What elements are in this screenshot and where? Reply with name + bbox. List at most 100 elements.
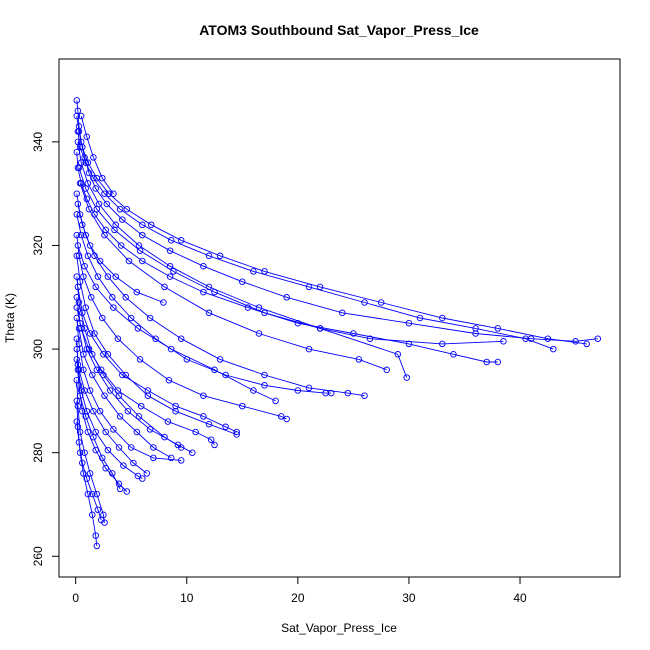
- data-point: [94, 273, 102, 280]
- data-point: [572, 338, 579, 345]
- data-point: [250, 387, 257, 394]
- data-point: [350, 330, 357, 337]
- data-point: [79, 221, 86, 229]
- data-point: [261, 309, 268, 317]
- data-point: [136, 247, 144, 254]
- data-point: [147, 221, 155, 229]
- data-point: [104, 273, 112, 280]
- data-point: [100, 351, 107, 358]
- data-point: [99, 454, 106, 462]
- data-point: [114, 387, 122, 394]
- series-line: [79, 183, 387, 371]
- data-point: [114, 335, 122, 342]
- data-point: [170, 268, 177, 275]
- data-point: [116, 205, 124, 213]
- series-3: [73, 148, 502, 366]
- series-6: [73, 231, 290, 423]
- series-line: [76, 235, 287, 420]
- data-point: [92, 185, 99, 192]
- data-point: [167, 345, 175, 353]
- data-point: [110, 304, 117, 311]
- data-point: [124, 407, 132, 415]
- data-point: [472, 325, 479, 332]
- data-point: [135, 413, 143, 420]
- y-tick-label: 300: [31, 339, 45, 359]
- data-point: [207, 436, 215, 443]
- data-point: [75, 325, 83, 332]
- data-point: [76, 392, 84, 399]
- series-18: [74, 283, 240, 436]
- data-point: [200, 392, 207, 399]
- data-point: [261, 371, 268, 379]
- series-25: [77, 112, 117, 197]
- data-point: [73, 397, 81, 405]
- data-point: [77, 112, 85, 120]
- data-point: [116, 485, 124, 493]
- data-point: [83, 133, 91, 140]
- data-point: [200, 413, 207, 420]
- data-point: [120, 462, 127, 469]
- series-line: [76, 421, 102, 521]
- data-point: [146, 314, 154, 322]
- data-point: [110, 426, 117, 433]
- data-point: [483, 358, 490, 366]
- series-17: [76, 180, 390, 374]
- data-point: [89, 371, 96, 379]
- data-point: [139, 475, 146, 482]
- data-point: [450, 351, 457, 358]
- data-point: [416, 314, 424, 322]
- data-point: [144, 387, 152, 394]
- data-point: [76, 180, 84, 187]
- data-point: [73, 314, 81, 322]
- data-point: [109, 294, 116, 301]
- data-point: [277, 413, 285, 420]
- data-point: [80, 273, 87, 280]
- data-point: [189, 449, 196, 456]
- data-point: [272, 397, 279, 405]
- data-point: [85, 345, 93, 353]
- data-point: [77, 325, 85, 332]
- series-5: [73, 211, 335, 397]
- data-point: [125, 257, 133, 265]
- data-point: [239, 278, 246, 285]
- data-point: [211, 288, 218, 296]
- data-point: [93, 542, 101, 550]
- x-tick-label: 40: [513, 591, 527, 605]
- data-point: [79, 143, 86, 151]
- series-line: [76, 255, 237, 435]
- data-point: [89, 511, 96, 519]
- data-point: [283, 415, 290, 423]
- series-line: [76, 380, 105, 523]
- data-point: [439, 340, 446, 348]
- series-15: [74, 138, 410, 381]
- data-point: [222, 423, 229, 431]
- data-point: [177, 237, 185, 244]
- data-point: [394, 351, 402, 358]
- data-point: [97, 516, 105, 524]
- data-point: [111, 226, 118, 234]
- y-tick-label: 340: [31, 132, 45, 152]
- data-point: [73, 356, 81, 363]
- data-point: [110, 190, 117, 197]
- series-line: [80, 115, 114, 194]
- data-point: [83, 475, 91, 482]
- data-point: [216, 252, 224, 260]
- data-point: [134, 325, 142, 332]
- data-point: [305, 345, 313, 353]
- data-point: [339, 309, 346, 317]
- series-line: [78, 167, 504, 345]
- series-line: [77, 286, 237, 433]
- data-point: [106, 387, 114, 394]
- data-point: [90, 154, 97, 161]
- data-point: [82, 304, 89, 311]
- series-line: [78, 328, 172, 459]
- data-point: [143, 470, 151, 477]
- data-point: [139, 231, 146, 239]
- data-point: [82, 413, 89, 420]
- series-21: [75, 325, 175, 462]
- data-point: [172, 407, 179, 415]
- data-point: [73, 418, 81, 425]
- data-point: [92, 428, 99, 436]
- data-point: [97, 366, 105, 374]
- data-point: [127, 444, 135, 451]
